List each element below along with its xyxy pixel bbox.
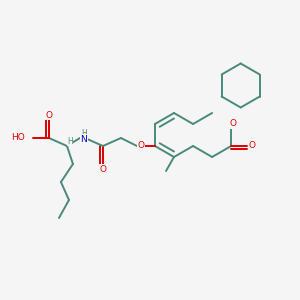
Text: O: O: [45, 110, 52, 119]
Text: O: O: [99, 164, 106, 173]
Text: O: O: [230, 119, 237, 128]
Text: HO: HO: [11, 134, 25, 142]
Text: O: O: [137, 142, 144, 151]
Text: H: H: [67, 136, 73, 146]
Text: H: H: [81, 128, 87, 137]
Text: O: O: [249, 142, 256, 151]
Text: N: N: [81, 134, 87, 143]
